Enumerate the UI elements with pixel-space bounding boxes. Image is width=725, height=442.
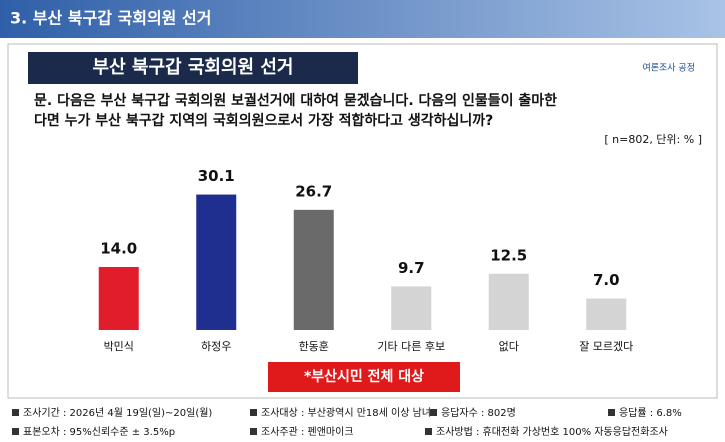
value-label: 7.0 (593, 271, 620, 289)
footer-item: 조사주관 : 펜앤마이크 (261, 426, 354, 438)
chart: 14.0 박민식 30.1 하정우 26.7 한동훈 9.7 기타 다른 후보 12.5 없다 7.… (98, 167, 633, 353)
footer-item: 조사대상 : 부산광역시 만18세 이상 남녀 (261, 407, 431, 419)
note: [ n=802, 단위: % ] (604, 133, 702, 146)
value-label: 30.1 (198, 167, 235, 185)
header-title: 3. 부산 북구갑 국회의원 선거 (10, 9, 211, 28)
footer-item: 응답률 : 6.8% (619, 407, 682, 419)
footer: 조사기간 : 2026년 4월 19일(일)~20일(월) 조사대상 : 부산광역… (12, 407, 682, 438)
footer-item: 응답자수 : 802명 (441, 407, 516, 419)
x-tick-label: 박민식 (104, 340, 134, 353)
bullet (250, 428, 257, 435)
question-line: 다면 누가 부산 북구갑 지역의 국회의원으로서 가장 적합하다고 생각하십니까… (34, 112, 493, 129)
header-bar (0, 0, 725, 38)
question-line: 문. 다음은 부산 북구갑 국회의원 보궐선거에 대하여 묻겠습니다. 다음의 … (34, 92, 557, 109)
banner: *부산시민 전체 대상 (304, 368, 424, 385)
value-label: 26.7 (295, 182, 332, 200)
bullet (250, 409, 257, 416)
slide-title: 부산 북구갑 국회의원 선거 (93, 57, 294, 78)
bar (488, 273, 529, 330)
value-label: 12.5 (490, 246, 527, 264)
x-tick-label: 없다 (499, 340, 519, 353)
bar (586, 298, 627, 330)
slide-title-box (28, 52, 358, 84)
x-tick-label: 하정우 (201, 339, 231, 353)
banner-box (268, 362, 460, 392)
footer-item: 조사방법 : 휴대전화 가상번호 100% 자동응답전화조사 (436, 426, 668, 438)
x-tick-label: 잘 모르겠다 (579, 340, 633, 353)
bullet (12, 409, 19, 416)
bar (391, 286, 432, 330)
footer-item: 조사기간 : 2026년 4월 19일(일)~20일(월) (23, 407, 212, 419)
value-label: 14.0 (100, 240, 137, 258)
logo: 여론조사 공정 (642, 62, 695, 74)
bullet (425, 428, 432, 435)
slide-frame (7, 43, 718, 399)
value-label: 9.7 (398, 259, 425, 277)
bullet (12, 428, 19, 435)
bar (293, 209, 334, 330)
bar (98, 267, 139, 330)
bullet (430, 409, 437, 416)
x-tick-label: 기타 다른 후보 (377, 340, 445, 353)
x-tick-label: 한동훈 (299, 340, 329, 353)
bullet (608, 409, 615, 416)
footer-item: 표본오차 : 95%신뢰수준 ± 3.5%p (23, 426, 175, 438)
bar (196, 194, 237, 330)
